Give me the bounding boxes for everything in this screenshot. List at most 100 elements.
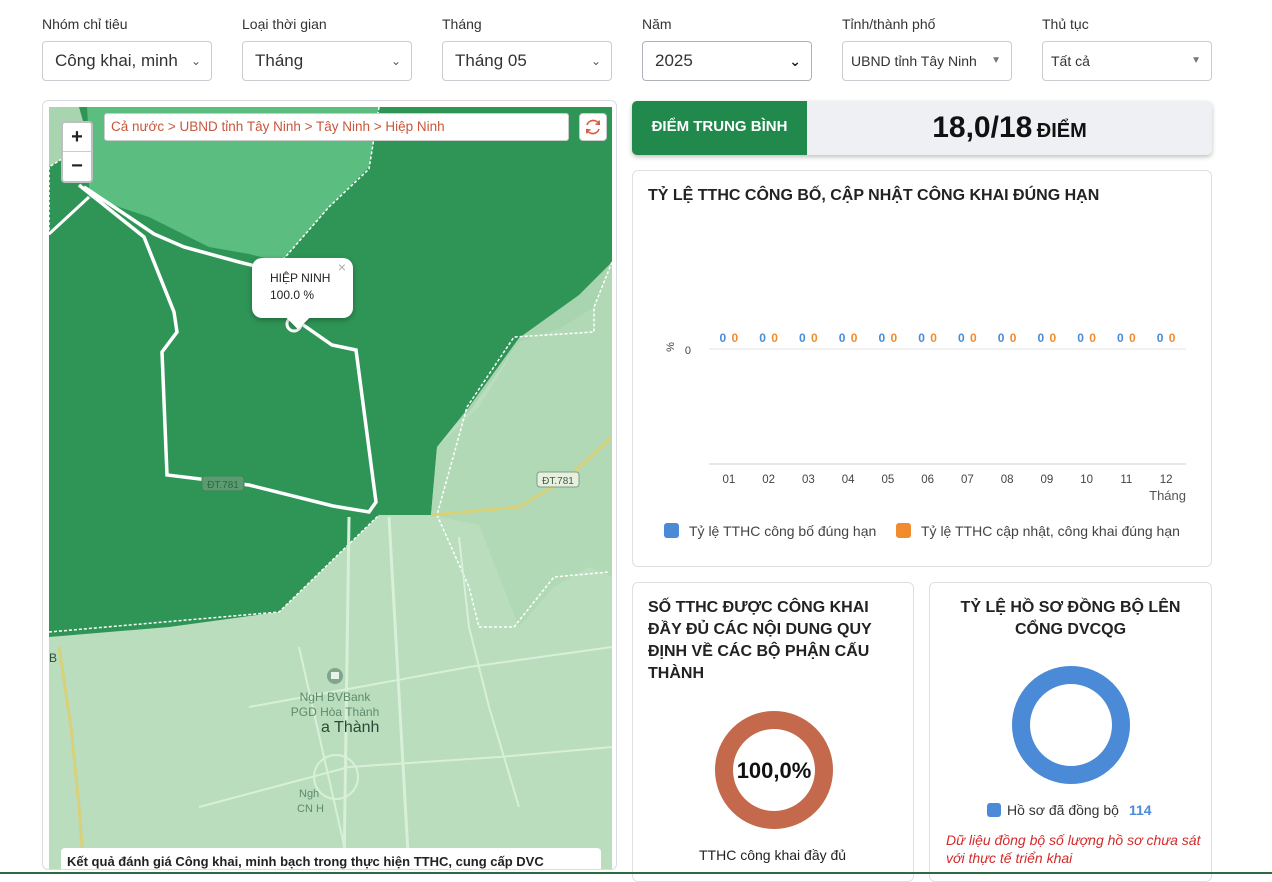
- select-value: Tất cả: [1051, 53, 1090, 69]
- chevron-down-icon: ⌄: [190, 54, 201, 68]
- indicator-group-select[interactable]: Công khai, minh ⌄: [42, 41, 212, 81]
- zoom-in-button[interactable]: +: [63, 123, 91, 152]
- province-select[interactable]: UBND tỉnh Tây Ninh ▼: [842, 41, 1012, 81]
- dashed-boundary: [49, 514, 380, 633]
- note-line: với thực tế triển khai: [946, 850, 1073, 866]
- close-icon[interactable]: ×: [337, 259, 346, 275]
- road: [298, 646, 350, 868]
- region-light-right: [431, 262, 612, 627]
- data-label: 0: [1050, 331, 1057, 345]
- data-label: 0: [970, 331, 977, 345]
- select-value: Công khai, minh: [55, 51, 178, 70]
- popup-region-value: 100.0 %: [270, 288, 315, 302]
- x-tick-label: 06: [921, 474, 934, 486]
- data-label: 0: [771, 331, 778, 345]
- x-tick-label: 01: [722, 474, 735, 486]
- road-label: ĐT.781: [542, 476, 574, 487]
- donut-arc: [1012, 666, 1130, 784]
- filter-label: Năm: [642, 16, 672, 32]
- x-tick-label: 10: [1080, 474, 1093, 486]
- road-shield: [201, 475, 245, 492]
- x-tick-label: 02: [762, 474, 775, 486]
- donut-chart[interactable]: 100,0%: [712, 708, 836, 832]
- filter-year: Năm 2025 ⌄: [642, 14, 812, 81]
- place-label: a Thành: [321, 719, 379, 736]
- average-score-value: 18,0/18: [932, 111, 1033, 144]
- month-select[interactable]: Tháng 05 ⌄: [442, 41, 612, 81]
- data-label: 0: [799, 331, 806, 345]
- data-label: 0: [851, 331, 858, 345]
- donut-chart[interactable]: [1009, 663, 1133, 787]
- caret-down-icon: ▼: [991, 55, 1001, 66]
- x-tick-label: 07: [961, 474, 974, 486]
- road-label: ĐT.781: [207, 480, 239, 491]
- place-label: PGD Hòa Thành: [291, 705, 380, 719]
- legend-swatch: [896, 523, 911, 538]
- refresh-button[interactable]: [579, 113, 607, 141]
- zoom-control: + −: [61, 121, 93, 183]
- title-line: TỶ LỆ HỒ SƠ ĐỒNG BỘ LÊN: [960, 599, 1181, 616]
- card-title: TỶ LỆ HỒ SƠ ĐỒNG BỘ LÊN CỔNG DVCQG: [930, 597, 1211, 641]
- chevron-down-icon: ⌄: [390, 54, 401, 68]
- filter-province: Tỉnh/thành phố UBND tỉnh Tây Ninh ▼: [842, 14, 1012, 81]
- filter-label: Tháng: [442, 16, 482, 32]
- data-label: 0: [759, 331, 766, 345]
- average-score-label: ĐIỂM TRUNG BÌNH: [632, 101, 807, 155]
- filter-label: Nhóm chỉ tiêu: [42, 16, 128, 32]
- filter-bar: Nhóm chỉ tiêu Công khai, minh ⌄ Loại thờ…: [0, 0, 1272, 95]
- selected-region-boundary[interactable]: [77, 183, 378, 514]
- chevron-down-icon: ⌄: [789, 53, 801, 69]
- x-tick-label: 04: [842, 474, 855, 486]
- refresh-icon: [585, 119, 601, 135]
- year-select[interactable]: 2025 ⌄: [642, 41, 812, 81]
- region-dark: [49, 107, 612, 637]
- title-line: THÀNH: [648, 665, 704, 682]
- time-type-select[interactable]: Tháng ⌄: [242, 41, 412, 81]
- donut-caption: TTHC công khai đầy đủ: [699, 847, 847, 863]
- map-panel: ĐT.781 ĐT.781 B NgH BVBank PGD Hòa Thành…: [42, 100, 617, 870]
- select-value: Tháng: [255, 51, 304, 70]
- data-label: 0: [1169, 331, 1176, 345]
- filter-procedure: Thủ tục Tất cả ▼: [1042, 14, 1212, 81]
- map-canvas[interactable]: ĐT.781 ĐT.781 B NgH BVBank PGD Hòa Thành…: [49, 107, 612, 870]
- sync-rate-card: TỶ LỆ HỒ SƠ ĐỒNG BỘ LÊN CỔNG DVCQG Hồ sơ…: [929, 582, 1212, 882]
- region-popup: × HIỆP NINH 100.0 %: [252, 258, 353, 330]
- filter-month: Tháng Tháng 05 ⌄: [442, 14, 612, 81]
- procedure-select[interactable]: Tất cả ▼: [1042, 41, 1212, 81]
- filter-label: Tỉnh/thành phố: [842, 16, 936, 32]
- caret-down-icon: ▼: [1191, 55, 1201, 66]
- x-tick-label: 03: [802, 474, 815, 486]
- data-label: 0: [1117, 331, 1124, 345]
- zoom-out-button[interactable]: −: [71, 155, 83, 177]
- donut-center-value: 100,0%: [737, 758, 812, 783]
- title-line: ĐỊNH VỀ CÁC BỘ PHẬN CẤU: [648, 643, 870, 660]
- data-label: 0: [998, 331, 1005, 345]
- data-label: 0: [1010, 331, 1017, 345]
- place-label: Ngh: [299, 788, 319, 800]
- data-label: 0: [1077, 331, 1084, 345]
- data-label: 0: [720, 331, 727, 345]
- select-value: 2025: [655, 51, 693, 70]
- filter-label: Loại thời gian: [242, 16, 327, 32]
- legend-label: Hồ sơ đã đồng bộ: [1007, 802, 1119, 818]
- legend-item-updated[interactable]: Tỷ lệ TTHC cập nhật, công khai đúng hạn: [896, 523, 1180, 539]
- data-label: 0: [1157, 331, 1164, 345]
- title-line: CỔNG DVCQG: [1014, 621, 1127, 638]
- map-breadcrumb[interactable]: Cả nước > UBND tỉnh Tây Ninh > Tây Ninh …: [104, 113, 569, 141]
- x-tick-label: 05: [881, 474, 894, 486]
- legend-swatch: [664, 523, 679, 538]
- legend-item-published[interactable]: Tỷ lệ TTHC công bố đúng hạn: [664, 523, 876, 539]
- road: [458, 536, 520, 808]
- legend-label: Tỷ lệ TTHC cập nhật, công khai đúng hạn: [921, 523, 1180, 539]
- map-viewport[interactable]: ĐT.781 ĐT.781 B NgH BVBank PGD Hòa Thành…: [49, 107, 612, 870]
- y-tick-label: 0: [685, 345, 691, 357]
- popup-region-name: HIỆP NINH: [270, 271, 331, 285]
- x-axis-label: Tháng: [1149, 488, 1186, 503]
- average-score-unit: ĐIỂM: [1036, 120, 1087, 142]
- note-line: Dữ liệu đồng bộ số lượng hồ sơ chưa sát: [946, 832, 1201, 848]
- data-label: 0: [1129, 331, 1136, 345]
- legend-item-synced[interactable]: Hồ sơ đã đồng bộ 114: [987, 802, 1152, 818]
- card-title: SỐ TTHC ĐƯỢC CÔNG KHAI ĐẦY ĐỦ CÁC NỘI DU…: [648, 597, 872, 685]
- average-score-panel: ĐIỂM TRUNG BÌNH 18,0/18 ĐIỂM: [632, 101, 1212, 155]
